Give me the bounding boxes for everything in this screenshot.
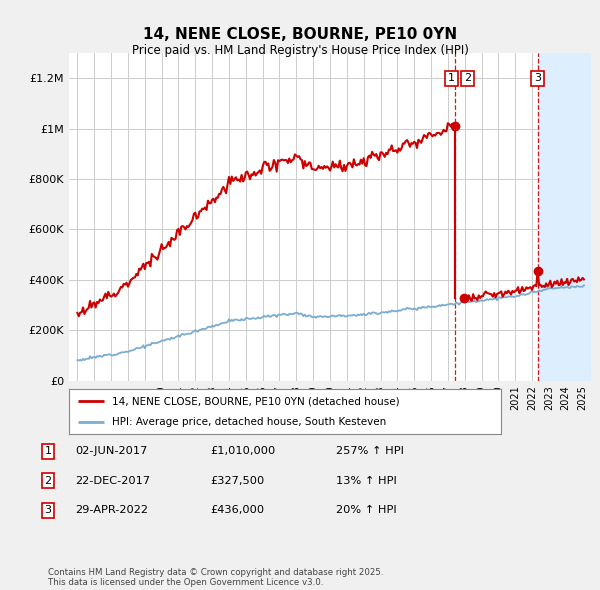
Text: £1,010,000: £1,010,000 [210, 447, 275, 456]
Bar [538, 53, 591, 381]
Text: £327,500: £327,500 [210, 476, 264, 486]
Text: 3: 3 [534, 73, 541, 83]
Text: £436,000: £436,000 [210, 506, 264, 515]
Text: HPI: Average price, detached house, South Kesteven: HPI: Average price, detached house, Sout… [112, 417, 386, 427]
Text: 02-JUN-2017: 02-JUN-2017 [75, 447, 148, 456]
Text: 1: 1 [44, 447, 52, 456]
Text: 3: 3 [44, 506, 52, 515]
Text: 29-APR-2022: 29-APR-2022 [75, 506, 148, 515]
Text: 257% ↑ HPI: 257% ↑ HPI [336, 447, 404, 456]
Text: 13% ↑ HPI: 13% ↑ HPI [336, 476, 397, 486]
Text: 14, NENE CLOSE, BOURNE, PE10 0YN: 14, NENE CLOSE, BOURNE, PE10 0YN [143, 27, 457, 41]
Text: 2: 2 [44, 476, 52, 486]
Text: 1: 1 [448, 73, 455, 83]
Text: 22-DEC-2017: 22-DEC-2017 [75, 476, 150, 486]
Text: 20% ↑ HPI: 20% ↑ HPI [336, 506, 397, 515]
Text: Price paid vs. HM Land Registry's House Price Index (HPI): Price paid vs. HM Land Registry's House … [131, 44, 469, 57]
Text: 14, NENE CLOSE, BOURNE, PE10 0YN (detached house): 14, NENE CLOSE, BOURNE, PE10 0YN (detach… [112, 396, 400, 407]
Text: Contains HM Land Registry data © Crown copyright and database right 2025.
This d: Contains HM Land Registry data © Crown c… [48, 568, 383, 587]
Text: 2: 2 [464, 73, 472, 83]
